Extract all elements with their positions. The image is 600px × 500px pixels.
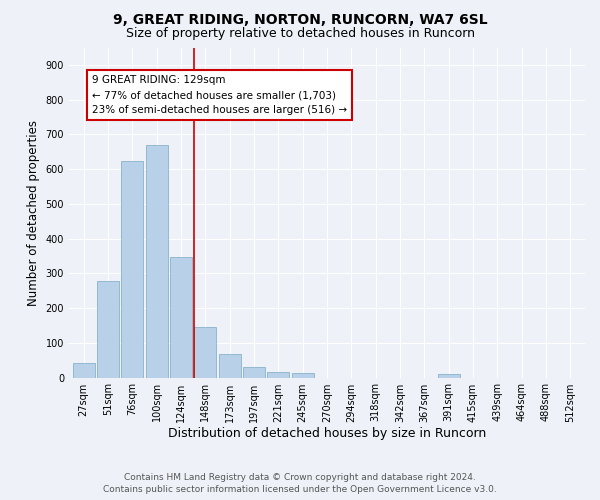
Y-axis label: Number of detached properties: Number of detached properties (27, 120, 40, 306)
Bar (268, 372, 289, 378)
Text: Size of property relative to detached houses in Runcorn: Size of property relative to detached ho… (125, 28, 475, 40)
Bar (97, 281, 119, 378)
Bar (121, 162, 143, 378)
Bar (146, 145, 167, 378)
Bar (73, 363, 95, 378)
Text: Contains HM Land Registry data © Crown copyright and database right 2024.
Contai: Contains HM Land Registry data © Crown c… (103, 472, 497, 494)
Text: 9, GREAT RIDING, NORTON, RUNCORN, WA7 6SL: 9, GREAT RIDING, NORTON, RUNCORN, WA7 6S… (113, 12, 487, 26)
Bar (170, 256, 192, 378)
Bar (218, 354, 241, 378)
Bar (243, 368, 265, 378)
Bar (438, 374, 460, 378)
Bar (292, 374, 314, 378)
Bar (194, 327, 216, 378)
Text: 9 GREAT RIDING: 129sqm
← 77% of detached houses are smaller (1,703)
23% of semi-: 9 GREAT RIDING: 129sqm ← 77% of detached… (92, 76, 347, 115)
X-axis label: Distribution of detached houses by size in Runcorn: Distribution of detached houses by size … (168, 428, 486, 440)
